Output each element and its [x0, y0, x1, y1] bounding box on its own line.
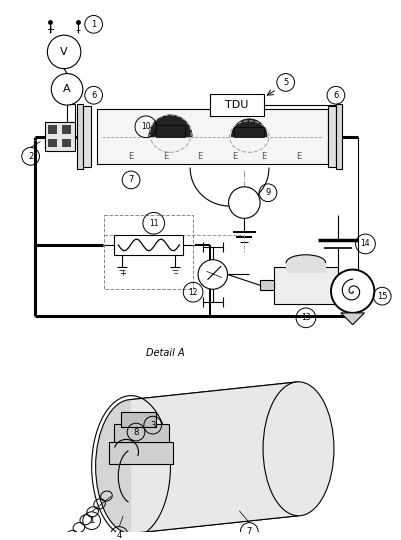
- Text: 14: 14: [360, 239, 369, 248]
- Bar: [335, 104, 341, 169]
- Bar: [104, 215, 192, 289]
- Bar: [48, 125, 57, 133]
- Text: 1: 1: [89, 516, 94, 525]
- Text: 11: 11: [149, 219, 158, 228]
- Text: E: E: [231, 152, 237, 161]
- Text: 5: 5: [282, 78, 288, 87]
- Text: 2: 2: [28, 152, 33, 161]
- Bar: [209, 94, 263, 116]
- Bar: [45, 122, 75, 151]
- Bar: [62, 125, 71, 133]
- Ellipse shape: [286, 255, 325, 271]
- Text: 8: 8: [133, 428, 138, 436]
- Text: 9: 9: [265, 188, 270, 197]
- Bar: [155, 125, 185, 137]
- Bar: [234, 127, 263, 137]
- Text: 6: 6: [91, 91, 96, 100]
- Text: 3: 3: [150, 421, 155, 430]
- Bar: [327, 106, 335, 167]
- Text: 7: 7: [128, 176, 134, 185]
- Text: E: E: [261, 152, 266, 161]
- Text: E: E: [162, 152, 168, 161]
- Bar: [114, 424, 168, 442]
- Text: Detail A: Detail A: [146, 348, 184, 358]
- Bar: [273, 267, 337, 304]
- Ellipse shape: [95, 400, 166, 534]
- Text: +: +: [46, 25, 54, 35]
- Text: 12: 12: [188, 288, 197, 296]
- Text: –: –: [75, 25, 80, 35]
- Wedge shape: [148, 115, 192, 137]
- Text: 6: 6: [332, 91, 338, 100]
- Text: 13: 13: [300, 313, 310, 322]
- Bar: [259, 280, 273, 290]
- Text: 15: 15: [376, 292, 387, 301]
- Text: E: E: [128, 152, 134, 161]
- Text: TDU: TDU: [225, 100, 248, 110]
- Bar: [48, 139, 57, 147]
- Text: 10: 10: [141, 122, 150, 131]
- Bar: [62, 139, 71, 147]
- Bar: [83, 106, 91, 167]
- Text: E: E: [197, 152, 202, 161]
- Ellipse shape: [262, 382, 333, 516]
- Bar: [286, 262, 325, 273]
- Text: V: V: [60, 47, 68, 57]
- Circle shape: [330, 269, 373, 313]
- Wedge shape: [231, 119, 266, 137]
- Bar: [114, 235, 183, 255]
- Text: 4: 4: [116, 531, 122, 540]
- Text: +: +: [118, 269, 126, 279]
- Circle shape: [198, 260, 227, 289]
- Polygon shape: [131, 382, 298, 534]
- Text: 7: 7: [246, 527, 251, 536]
- Circle shape: [47, 35, 81, 69]
- Text: 1: 1: [91, 20, 96, 29]
- Circle shape: [51, 73, 83, 105]
- Text: E: E: [295, 152, 300, 161]
- Circle shape: [228, 187, 259, 218]
- Text: –: –: [173, 269, 177, 279]
- Bar: [77, 104, 83, 169]
- Bar: [121, 413, 155, 427]
- Bar: [109, 442, 173, 463]
- Polygon shape: [340, 313, 364, 325]
- Bar: [96, 109, 327, 164]
- Text: A: A: [63, 84, 71, 94]
